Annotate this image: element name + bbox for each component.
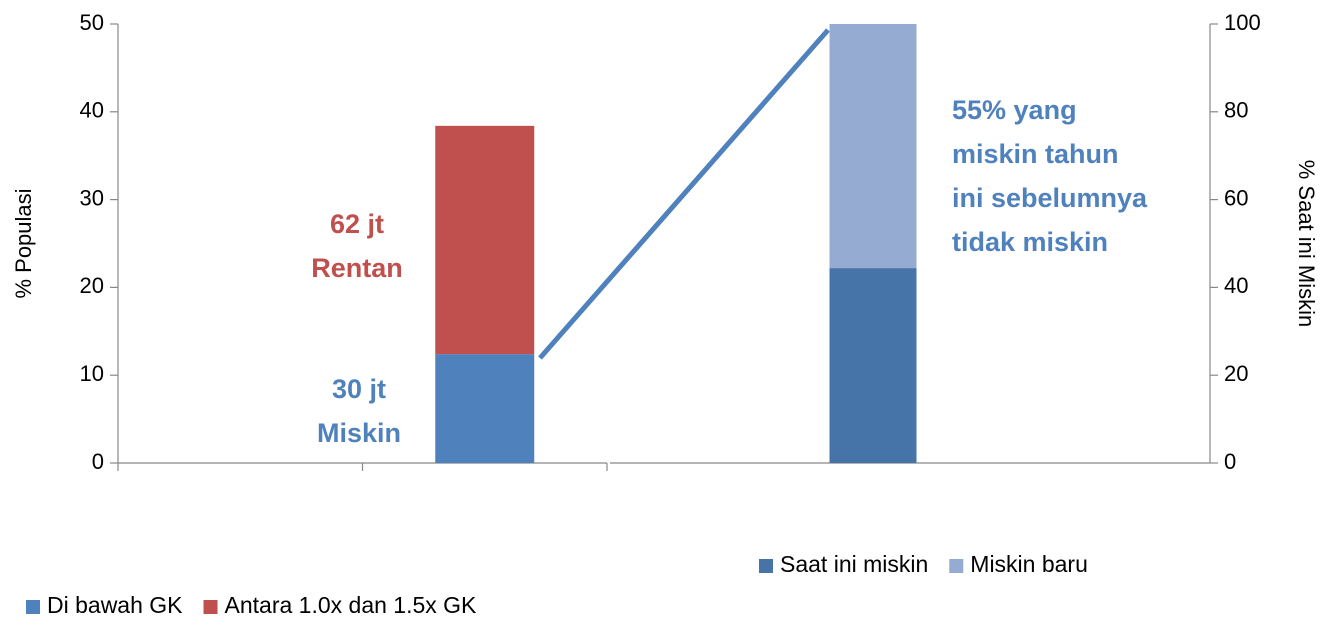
y-tick-label: 80 xyxy=(1224,98,1248,123)
annotation: miskin tahun xyxy=(952,139,1119,169)
annotation: tidak miskin xyxy=(952,227,1108,257)
y-tick-label: 10 xyxy=(80,361,104,386)
axis-title: % Saat ini Miskin xyxy=(1294,160,1319,328)
annotation: 55% yang xyxy=(952,95,1077,125)
y-tick-label: 20 xyxy=(1224,361,1248,386)
legend-label: Miskin baru xyxy=(970,551,1088,577)
axis-title: % Populasi xyxy=(11,188,36,298)
annotation: Rentan xyxy=(311,253,403,283)
annotation: 30 jt xyxy=(332,374,386,404)
y-tick-label: 40 xyxy=(80,98,104,123)
y-tick-label: 30 xyxy=(80,185,104,210)
y-tick-label: 0 xyxy=(92,449,104,474)
legend-label: Saat ini miskin xyxy=(780,551,928,577)
annotation: ini sebelumnya xyxy=(952,183,1148,213)
legend-swatch xyxy=(203,600,218,614)
bar-segment xyxy=(829,268,917,463)
legend-swatch xyxy=(26,600,40,614)
y-tick-label: 40 xyxy=(1224,273,1248,298)
y-tick-label: 0 xyxy=(1224,449,1236,474)
annotation: 62 jt xyxy=(330,209,384,239)
legend-swatch xyxy=(759,559,773,573)
y-tick-label: 100 xyxy=(1224,10,1261,35)
bar-segment xyxy=(435,354,535,463)
y-tick-label: 50 xyxy=(80,10,104,35)
legend-label: Di bawah GK xyxy=(47,592,183,618)
connector-line xyxy=(538,28,830,360)
bar-segment xyxy=(435,125,535,355)
legend-swatch xyxy=(949,559,964,573)
annotation: Miskin xyxy=(317,418,401,448)
y-tick-label: 20 xyxy=(80,273,104,298)
legend-label: Antara 1.0x dan 1.5x GK xyxy=(225,592,478,618)
y-tick-label: 60 xyxy=(1224,185,1248,210)
bar-segment xyxy=(829,24,917,269)
